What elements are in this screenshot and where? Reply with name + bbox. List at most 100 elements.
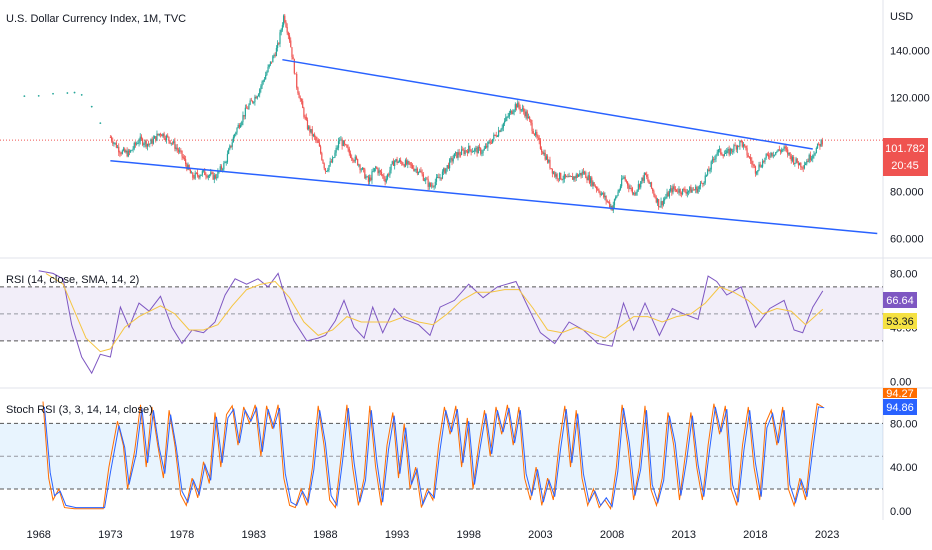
candle (480, 148, 482, 154)
candle (681, 188, 684, 195)
candle (256, 96, 258, 99)
candle (181, 150, 183, 157)
candle (346, 144, 348, 148)
candle (271, 61, 273, 63)
oscillator-axis-label: 80.00 (890, 418, 918, 430)
candle (193, 177, 195, 179)
candle (352, 158, 354, 161)
candle (299, 98, 301, 100)
candle (566, 176, 568, 178)
candle (529, 117, 531, 120)
candle (777, 149, 779, 152)
candle (647, 176, 649, 182)
candle (121, 150, 123, 154)
candle (296, 73, 298, 88)
candle (765, 154, 767, 158)
candle (556, 174, 558, 179)
candle (483, 148, 485, 151)
candle (297, 87, 299, 94)
candle (327, 170, 329, 171)
candle (671, 188, 673, 193)
candle (199, 175, 201, 178)
candle (163, 133, 165, 139)
stoch-rsi-pane[interactable]: 80.00 40.00 0.00 (0, 401, 918, 518)
candle (716, 152, 718, 155)
candle (432, 185, 434, 187)
candle (392, 161, 395, 166)
candle (764, 157, 766, 162)
candle (450, 158, 452, 160)
time-axis[interactable]: 1968 1973 1978 1983 1988 1993 1998 2003 2008 2013… (26, 529, 839, 541)
candle (561, 179, 563, 180)
candle (133, 142, 135, 149)
time-axis-label: 2023 (815, 529, 839, 541)
candle (127, 150, 129, 157)
candle (429, 183, 432, 187)
candle (341, 139, 343, 146)
candle (347, 147, 349, 149)
candle (695, 186, 697, 190)
candle (386, 174, 389, 179)
candle (494, 134, 496, 136)
candle (588, 175, 590, 183)
candle (702, 183, 704, 185)
trendline-lower[interactable] (110, 159, 878, 235)
candle (692, 189, 694, 191)
candle (527, 117, 530, 119)
candle (261, 81, 263, 87)
candle (180, 150, 182, 152)
candle (595, 187, 598, 190)
candle (732, 151, 734, 152)
candle (394, 161, 396, 166)
candle (545, 156, 547, 160)
candle (325, 170, 328, 172)
candle (120, 153, 122, 155)
candle (437, 177, 439, 178)
candle (642, 177, 644, 181)
candle (407, 161, 409, 165)
candle (601, 192, 604, 194)
candle (416, 168, 418, 174)
candle (174, 141, 176, 149)
candle (594, 186, 596, 188)
candle (789, 152, 791, 156)
candle (666, 192, 668, 198)
candle (259, 89, 261, 95)
candle (443, 168, 445, 172)
candle (278, 43, 280, 45)
candle (490, 142, 493, 144)
early-data-dot (23, 95, 26, 98)
candle (515, 104, 518, 108)
candle (226, 153, 229, 163)
candle (621, 178, 623, 187)
candle (699, 182, 702, 187)
candle (506, 116, 508, 118)
candle (372, 171, 374, 172)
candle (462, 149, 464, 151)
candle (136, 143, 138, 145)
candle (752, 164, 754, 166)
candle (728, 149, 730, 155)
candle (610, 205, 612, 208)
candle (587, 175, 589, 181)
candle (348, 148, 350, 154)
series-line-rsi (38, 270, 824, 375)
candle (198, 175, 200, 178)
candle (293, 59, 295, 74)
candle (310, 129, 312, 133)
candle (164, 138, 166, 141)
candle (204, 169, 206, 176)
candle (309, 126, 311, 133)
candle (444, 168, 446, 174)
candle (644, 172, 647, 175)
candle (801, 167, 803, 168)
candle (670, 188, 672, 192)
candle (224, 162, 226, 164)
trendline-upper[interactable] (282, 58, 813, 150)
candle (629, 188, 631, 189)
candle (419, 170, 421, 172)
price-pane[interactable]: 140.000 120.000 80.000 60.000 (0, 13, 930, 245)
candle (524, 111, 526, 117)
candle (192, 172, 194, 178)
